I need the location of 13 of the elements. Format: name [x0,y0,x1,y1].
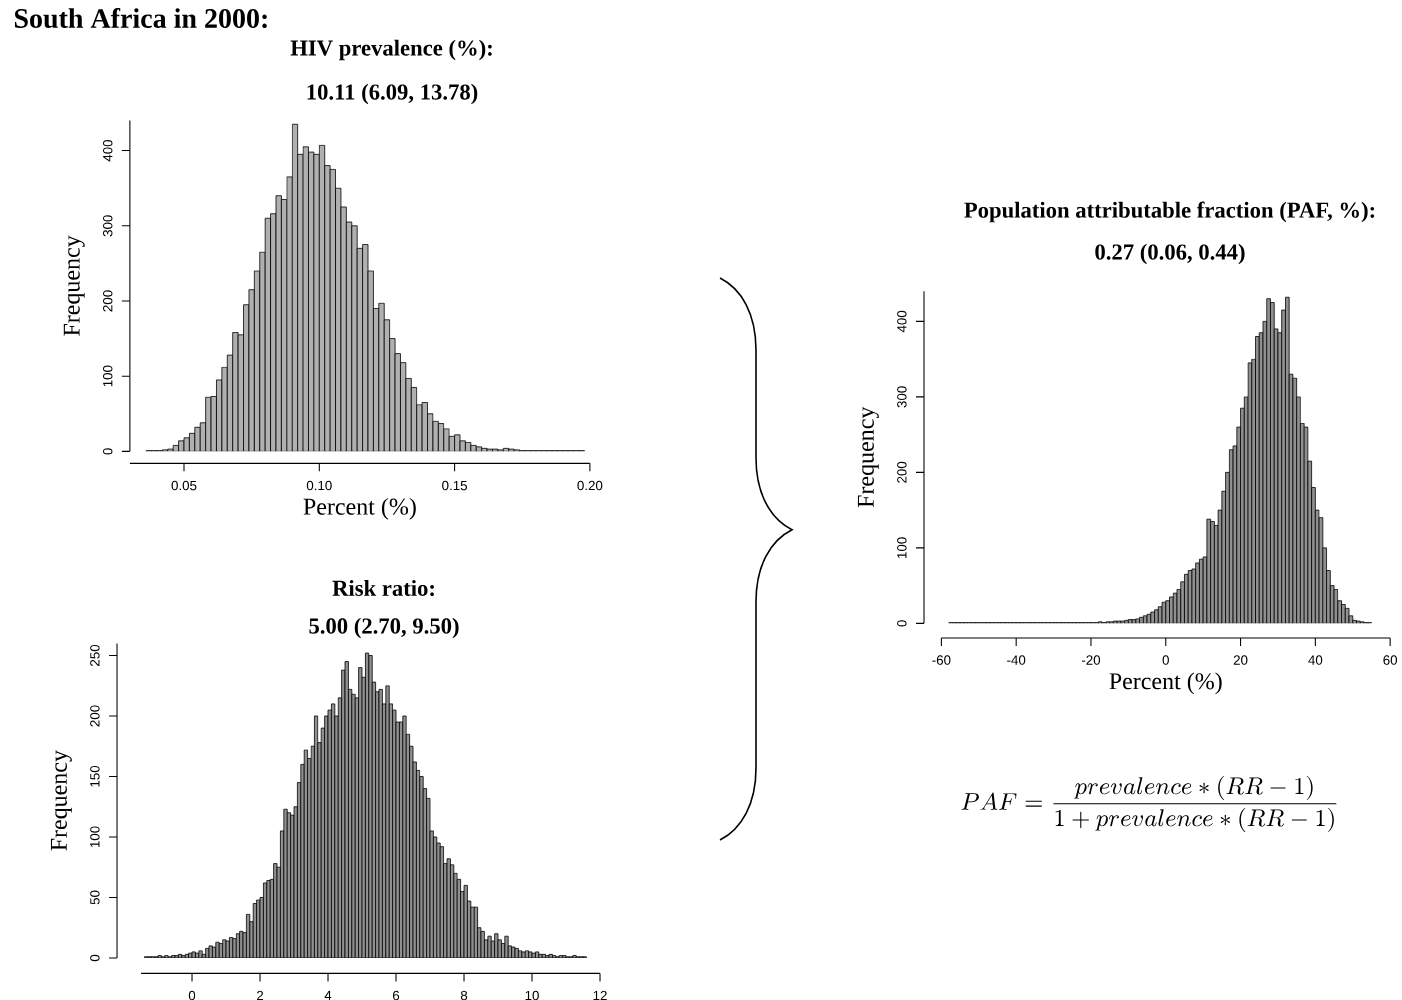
text: $PAF = \frac{prevalence \ast (RR-1)}{1 + prevalence \ast (RR-1)}$ [961,775,1337,832]
chart-subtitle: 5.00 (2.70, 9.50) [309,617,459,639]
text: South Africa in 2000: [14,7,267,29]
chart-title: Risk ratio: [332,579,434,597]
chart-title: HIV prevalence (%): [290,39,492,61]
x-axis-title: Percent (%) [303,497,416,520]
chart-title: Population attributable fraction (PAF, %): [964,201,1375,223]
chart-subtitle: 0.27 (0.06, 0.44) [1095,243,1245,265]
y-axis-title: Frequency [50,750,72,851]
y-axis-title: Frequency [63,235,85,336]
chart-subtitle: 10.11 (6.09, 13.78) [307,83,478,105]
y-axis-title: Frequency [857,406,879,508]
x-axis-title: Percent (%) [1109,672,1222,695]
